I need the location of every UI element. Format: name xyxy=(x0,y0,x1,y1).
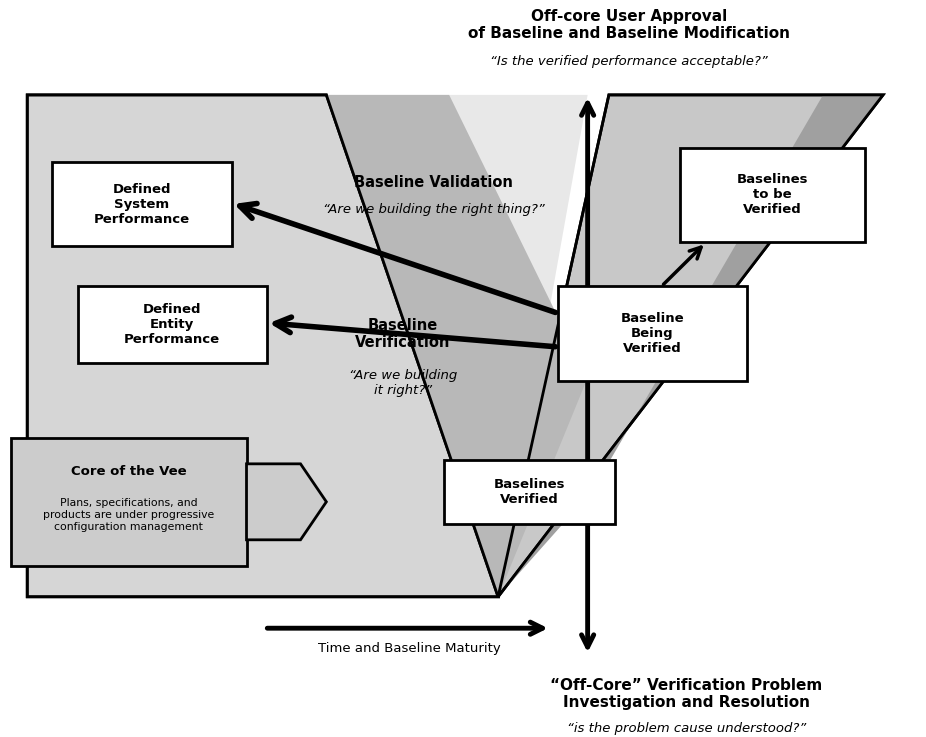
Text: Defined
System
Performance: Defined System Performance xyxy=(94,183,190,226)
FancyBboxPatch shape xyxy=(52,162,232,246)
Polygon shape xyxy=(326,95,588,597)
Text: Baseline
Being
Verified: Baseline Being Verified xyxy=(620,312,684,355)
Text: “Off-Core” Verification Problem
Investigation and Resolution: “Off-Core” Verification Problem Investig… xyxy=(550,678,822,710)
Text: Off-core User Approval
of Baseline and Baseline Modification: Off-core User Approval of Baseline and B… xyxy=(469,9,790,41)
Text: “Is the verified performance acceptable?”: “Is the verified performance acceptable?… xyxy=(490,55,768,68)
Polygon shape xyxy=(326,95,588,597)
Text: Defined
Entity
Performance: Defined Entity Performance xyxy=(124,303,220,346)
Text: Baselines
to be
Verified: Baselines to be Verified xyxy=(736,173,808,217)
Polygon shape xyxy=(498,95,883,597)
FancyBboxPatch shape xyxy=(78,286,267,363)
Polygon shape xyxy=(27,95,498,597)
Text: “is the problem cause understood?”: “is the problem cause understood?” xyxy=(567,722,806,735)
Text: Core of the Vee: Core of the Vee xyxy=(71,464,187,478)
Polygon shape xyxy=(246,464,326,539)
Text: Plans, specifications, and
products are under progressive
configuration manageme: Plans, specifications, and products are … xyxy=(44,498,215,531)
Polygon shape xyxy=(498,95,883,597)
FancyBboxPatch shape xyxy=(680,147,865,242)
Text: Baselines
Verified: Baselines Verified xyxy=(494,478,565,506)
FancyBboxPatch shape xyxy=(557,286,747,381)
Text: “Are we building the right thing?”: “Are we building the right thing?” xyxy=(322,203,544,216)
Text: “Are we building
it right?”: “Are we building it right?” xyxy=(349,368,457,397)
Text: Baseline
Verification: Baseline Verification xyxy=(356,318,451,350)
FancyBboxPatch shape xyxy=(11,438,246,566)
Text: Baseline Validation: Baseline Validation xyxy=(354,175,513,190)
FancyBboxPatch shape xyxy=(444,460,615,525)
Text: Time and Baseline Maturity: Time and Baseline Maturity xyxy=(318,642,501,655)
